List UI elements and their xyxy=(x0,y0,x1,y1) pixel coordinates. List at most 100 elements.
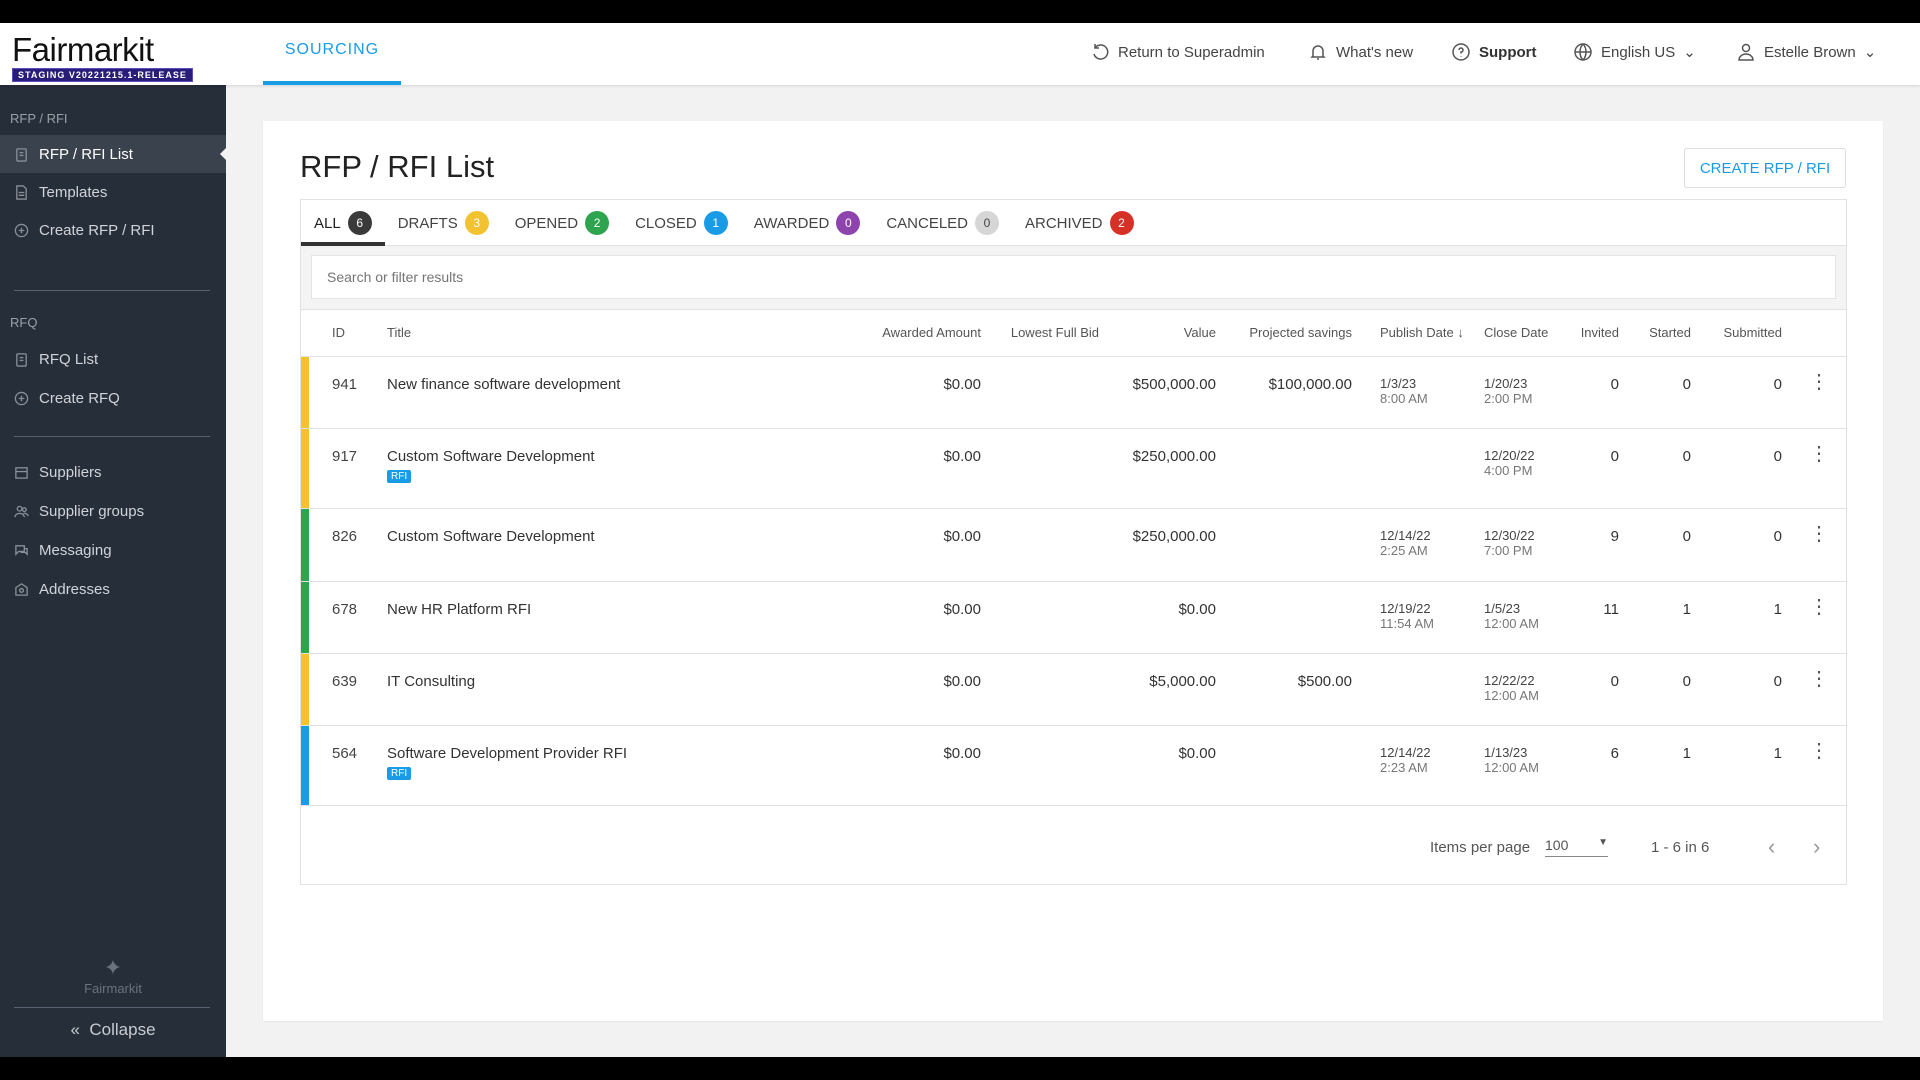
row-title-cell: New HR Platform RFI xyxy=(377,581,881,654)
publish-date-day: 12/14/22 xyxy=(1380,527,1431,543)
undo-icon xyxy=(1093,44,1109,60)
sidebar-item-create-rfq[interactable]: Create RFQ xyxy=(0,379,226,417)
search-input[interactable] xyxy=(311,255,1836,299)
language-dropdown[interactable]: English US ⌄ xyxy=(1573,23,1696,81)
status-indicator xyxy=(301,581,309,654)
collapse-button[interactable]: « Collapse xyxy=(0,1020,226,1040)
close-date: 1/20/23 2:00 PM xyxy=(1474,356,1571,429)
whats-new-link[interactable]: What's new xyxy=(1308,23,1413,81)
sidebar-item-messaging[interactable]: Messaging xyxy=(0,531,226,569)
row-title[interactable]: Custom Software Development xyxy=(387,447,595,465)
sidebar: RFP / RFI RFP / RFI List Templates Creat… xyxy=(0,85,226,1057)
close-date-time: 12:00 AM xyxy=(1484,759,1539,775)
col-id[interactable]: ID xyxy=(309,310,377,357)
invited-count: 0 xyxy=(1571,428,1629,509)
help-icon xyxy=(1452,43,1470,61)
more-vert-icon[interactable]: ⋮ xyxy=(1792,356,1846,429)
row-title[interactable]: Custom Software Development xyxy=(387,527,595,545)
submitted-count: 0 xyxy=(1701,356,1792,429)
projected-savings: $500.00 xyxy=(1226,653,1362,726)
submitted-count: 1 xyxy=(1701,725,1792,806)
address-icon xyxy=(15,582,28,596)
close-date-time: 2:00 PM xyxy=(1484,390,1533,406)
started-count: 0 xyxy=(1629,653,1701,726)
col-publish-date[interactable]: Publish Date ↓ xyxy=(1362,310,1474,357)
sidebar-item-suppliers[interactable]: Suppliers xyxy=(0,453,226,491)
next-page-button[interactable]: › xyxy=(1813,834,1821,859)
col-lowest-full-bid[interactable]: Lowest Full Bid xyxy=(991,310,1109,357)
started-count: 0 xyxy=(1629,428,1701,509)
row-id: 917 xyxy=(309,428,377,509)
tab-opened[interactable]: OPENED 2 xyxy=(502,200,622,246)
more-vert-icon[interactable]: ⋮ xyxy=(1792,725,1846,806)
table-row[interactable]: 917 Custom Software Development RFI $0.00… xyxy=(301,428,1846,509)
sidebar-item-label: Create RFP / RFI xyxy=(39,221,155,239)
publish-date xyxy=(1362,428,1474,509)
return-superadmin-link[interactable]: Return to Superadmin xyxy=(1090,23,1265,81)
count-badge: 2 xyxy=(1109,211,1134,235)
close-date-time: 7:00 PM xyxy=(1484,542,1533,558)
tab-awarded[interactable]: AWARDED 0 xyxy=(741,200,874,246)
publish-date-day: 1/3/23 xyxy=(1380,375,1417,391)
sidebar-item-rfq-list[interactable]: RFQ List xyxy=(0,340,226,378)
nav-tab-sourcing[interactable]: SOURCING xyxy=(263,23,401,85)
col-submitted[interactable]: Submitted xyxy=(1701,310,1792,357)
prev-page-button[interactable]: ‹ xyxy=(1768,834,1776,859)
plus-circle-icon xyxy=(14,223,29,237)
row-title[interactable]: IT Consulting xyxy=(387,672,476,690)
table-row[interactable]: 678 New HR Platform RFI $0.00 $0.00 12/1… xyxy=(301,581,1846,654)
more-vert-icon[interactable]: ⋮ xyxy=(1792,428,1846,509)
tab-label: CANCELED xyxy=(886,214,968,232)
create-rfp-button[interactable]: CREATE RFP / RFI xyxy=(1684,148,1846,188)
more-vert-icon[interactable]: ⋮ xyxy=(1792,581,1846,654)
row-title[interactable]: New finance software development xyxy=(387,375,621,393)
awarded-amount: $0.00 xyxy=(881,356,991,429)
publish-date: 12/19/22 11:54 AM xyxy=(1362,581,1474,654)
chevron-down-icon: ⌄ xyxy=(1863,44,1877,61)
row-title[interactable]: New HR Platform RFI xyxy=(387,600,532,618)
sidebar-item-create-rfp[interactable]: Create RFP / RFI xyxy=(0,211,226,249)
publish-date-time: 2:25 AM xyxy=(1380,542,1428,558)
items-per-page-select[interactable]: 100 ▼ xyxy=(1545,837,1608,857)
table-row[interactable]: 564 Software Development Provider RFI RFI… xyxy=(301,725,1846,806)
table-row[interactable]: 941 New finance software development $0.… xyxy=(301,356,1846,429)
more-vert-icon[interactable]: ⋮ xyxy=(1792,653,1846,726)
close-date-day: 1/20/23 xyxy=(1484,375,1528,391)
table-row[interactable]: 639 IT Consulting $0.00 $5,000.00 $500.0… xyxy=(301,653,1846,726)
submitted-count: 0 xyxy=(1701,508,1792,582)
row-id: 639 xyxy=(309,653,377,726)
tab-drafts[interactable]: DRAFTS 3 xyxy=(385,200,502,246)
row-title[interactable]: Software Development Provider RFI xyxy=(387,744,628,762)
sidebar-item-label: Templates xyxy=(39,183,108,201)
sidebar-item-label: Addresses xyxy=(39,580,110,598)
divider xyxy=(14,290,210,291)
col-invited[interactable]: Invited xyxy=(1571,310,1629,357)
col-close-date[interactable]: Close Date xyxy=(1474,310,1571,357)
value: $250,000.00 xyxy=(1109,508,1226,582)
fairmarkit-logo[interactable]: Fairmarkit STAGING V20221215.1-RELEASE xyxy=(12,33,193,83)
sidebar-item-templates[interactable]: Templates xyxy=(0,173,226,211)
more-vert-icon[interactable]: ⋮ xyxy=(1792,508,1846,582)
whats-new-label: What's new xyxy=(1336,43,1414,61)
col-projected-savings[interactable]: Projected savings xyxy=(1226,310,1362,357)
user-menu[interactable]: Estelle Brown ⌄ xyxy=(1736,23,1876,81)
group-icon xyxy=(14,505,29,517)
tab-all[interactable]: ALL 6 xyxy=(301,200,385,246)
tab-canceled[interactable]: CANCELED 0 xyxy=(873,200,1012,246)
publish-date: 12/14/22 2:25 AM xyxy=(1362,508,1474,582)
count-badge: 6 xyxy=(347,211,372,235)
sidebar-item-addresses[interactable]: Addresses xyxy=(0,570,226,608)
tab-closed[interactable]: CLOSED 1 xyxy=(622,200,741,246)
count-badge: 3 xyxy=(464,211,489,235)
invited-count: 9 xyxy=(1571,508,1629,582)
col-started[interactable]: Started xyxy=(1629,310,1701,357)
sidebar-item-rfp-list[interactable]: RFP / RFI List xyxy=(0,135,226,173)
tab-archived[interactable]: ARCHIVED 2 xyxy=(1012,200,1147,246)
col-awarded-amount[interactable]: Awarded Amount xyxy=(881,310,991,357)
sidebar-item-supplier-groups[interactable]: Supplier groups xyxy=(0,492,226,530)
col-value[interactable]: Value xyxy=(1109,310,1226,357)
table-row[interactable]: 826 Custom Software Development $0.00 $2… xyxy=(301,508,1846,582)
lowest-full-bid xyxy=(991,725,1109,806)
support-link[interactable]: Support xyxy=(1451,23,1537,81)
col-title[interactable]: Title xyxy=(377,310,881,357)
